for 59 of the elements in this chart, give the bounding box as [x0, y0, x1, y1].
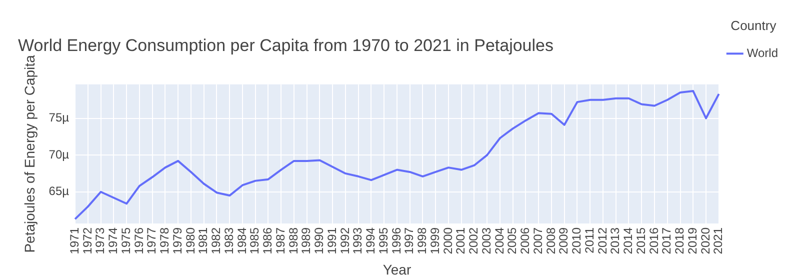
x-tick-label: 2018: [672, 227, 687, 254]
chart-title: World Energy Consumption per Capita from 1970 to 2021 in Petajoules: [18, 36, 554, 55]
x-tick-label: 2001: [454, 227, 468, 254]
x-tick-label: 1991: [324, 227, 339, 254]
x-tick-label: 1998: [415, 227, 430, 254]
x-tick-label: 2004: [492, 227, 506, 254]
x-tick-label: 2005: [505, 227, 520, 254]
x-tick-label: 1993: [350, 227, 365, 254]
x-tick-label: 1981: [196, 227, 210, 254]
x-tick-label: 1972: [80, 227, 94, 254]
y-tick-label: 65µ: [48, 184, 70, 198]
x-tick-label: 1985: [248, 227, 262, 254]
x-tick-label: 2006: [518, 227, 532, 254]
x-tick-label: 1990: [312, 227, 326, 254]
x-tick-label: 1987: [273, 227, 288, 254]
x-tick-label: 2011: [582, 227, 596, 254]
x-tick-label: 1995: [376, 227, 390, 254]
x-tick-label: 2010: [570, 227, 584, 254]
x-tick-label: 1999: [428, 227, 442, 254]
x-tick-label: 1979: [170, 227, 184, 254]
x-tick-label: 2000: [440, 227, 455, 254]
x-tick-label: 1975: [118, 227, 133, 254]
x-tick-label: 1997: [402, 227, 416, 254]
legend-label: World: [746, 46, 778, 60]
x-tick-label: 2012: [595, 227, 610, 254]
legend-title: Country: [730, 18, 777, 34]
x-tick-label: 2014: [621, 227, 636, 254]
y-axis-title: Petajoules of Energy per Capita: [21, 54, 38, 253]
x-tick-label: 1983: [222, 227, 236, 254]
x-tick-label: 1978: [158, 227, 172, 254]
x-tick-label: 2013: [608, 227, 622, 254]
x-tick-label: 1977: [144, 227, 159, 254]
x-tick-label: 2009: [556, 227, 571, 254]
x-tick-label: 2016: [646, 227, 661, 254]
x-axis-title: Year: [382, 261, 412, 275]
x-tick-label: 1976: [132, 227, 146, 254]
y-tick-label: 75µ: [48, 110, 70, 125]
x-tick-label: 2002: [466, 227, 481, 254]
x-tick-label: 1989: [299, 227, 314, 254]
x-tick-label: 2021: [711, 227, 726, 254]
x-tick-label: 1974: [106, 227, 120, 254]
x-tick-label: 1984: [234, 227, 249, 254]
x-tick-label: 1973: [93, 227, 108, 254]
x-tick-label: 1971: [67, 227, 82, 254]
x-tick-label: 1980: [183, 227, 198, 254]
x-tick-label: 1992: [338, 227, 352, 254]
x-tick-label: 2007: [530, 227, 545, 254]
x-tick-label: 1988: [286, 227, 300, 254]
x-tick-label: 1982: [209, 227, 224, 254]
x-tick-label: 2017: [660, 227, 674, 254]
y-tick-label: 70µ: [48, 147, 70, 162]
x-tick-label: 2020: [698, 227, 712, 254]
x-tick-label: 2019: [685, 227, 700, 254]
x-tick-label: 2015: [634, 227, 648, 254]
x-tick-label: 1996: [389, 227, 404, 254]
x-tick-label: 1994: [364, 227, 378, 254]
x-tick-label: 2003: [479, 227, 494, 254]
x-tick-label: 1986: [260, 227, 275, 254]
x-tick-label: 2008: [544, 227, 558, 254]
